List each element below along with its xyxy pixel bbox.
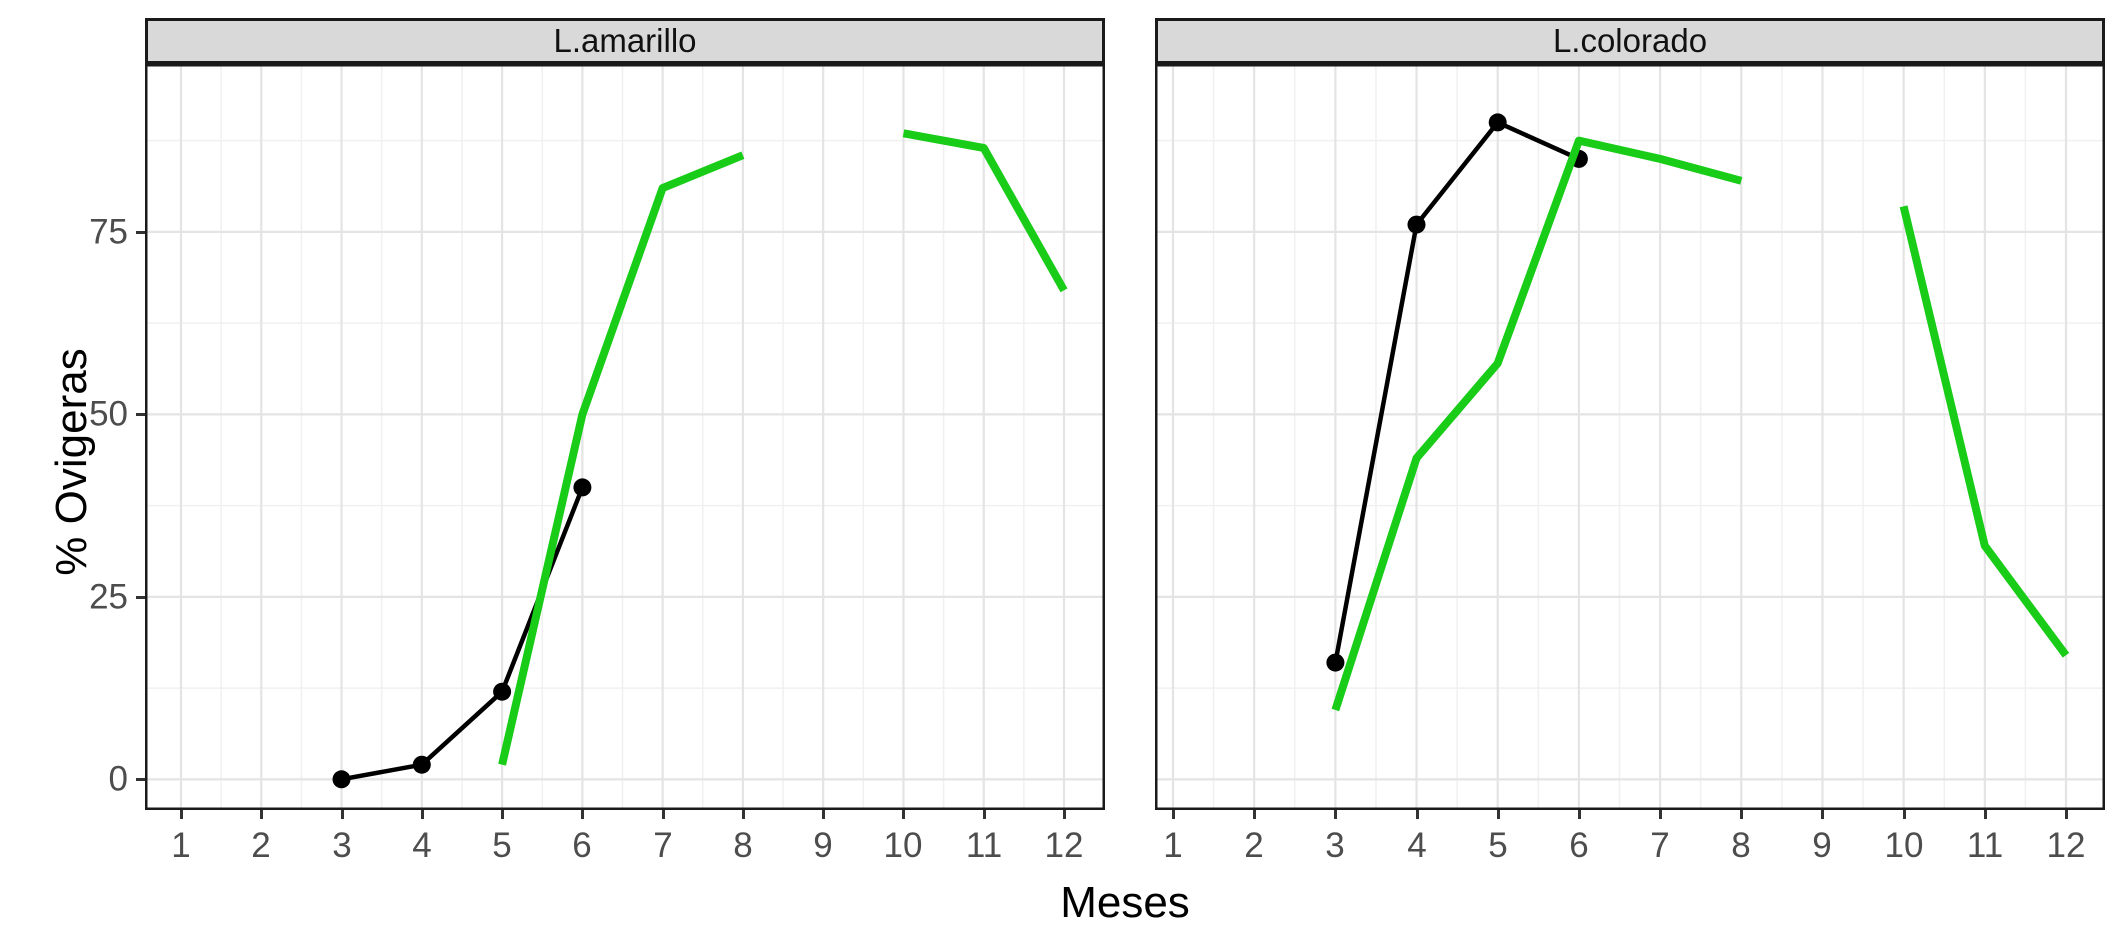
x-axis-tick-mark — [1416, 810, 1419, 819]
y-axis-tick-mark — [136, 596, 145, 599]
facet-strip-label: L.amarillo — [553, 22, 697, 59]
x-tick-label: 5 — [1488, 826, 1508, 865]
data-point — [1326, 653, 1345, 672]
x-axis-tick-mark — [1903, 810, 1906, 819]
plot-panel-l-amarillo — [145, 64, 1105, 810]
panel-background — [145, 64, 1105, 810]
x-tick-label: 12 — [2046, 826, 2086, 865]
x-axis-tick-mark — [902, 810, 905, 819]
x-axis-tick-mark — [1334, 810, 1337, 819]
x-axis-tick-mark — [260, 810, 263, 819]
x-tick-label: 3 — [332, 826, 352, 865]
data-point — [573, 478, 592, 497]
x-axis-tick-mark — [1984, 810, 1987, 819]
x-tick-label: 8 — [1731, 826, 1751, 865]
x-axis-tick-mark — [1740, 810, 1743, 819]
x-tick-label: 2 — [1244, 826, 1264, 865]
x-axis-tick-mark — [581, 810, 584, 819]
x-tick-label: 10 — [1884, 826, 1924, 865]
y-tick-label: 25 — [89, 577, 128, 617]
x-axis-tick-mark — [1578, 810, 1581, 819]
x-axis-tick-mark — [1821, 810, 1824, 819]
x-tick-label: 12 — [1044, 826, 1084, 865]
x-tick-label: 3 — [1325, 826, 1345, 865]
x-tick-label: 10 — [883, 826, 923, 865]
panel-border — [1155, 64, 2105, 810]
x-axis-tick-mark — [662, 810, 665, 819]
x-axis-tick-mark — [2065, 810, 2068, 819]
facet-strip-label: L.colorado — [1552, 22, 1708, 59]
x-axis-tick-mark — [822, 810, 825, 819]
x-tick-label: 6 — [572, 826, 592, 865]
y-tick-label: 50 — [89, 394, 128, 434]
x-tick-label: 4 — [1407, 826, 1427, 865]
x-tick-label: 9 — [813, 826, 833, 865]
x-tick-label: 1 — [171, 826, 191, 865]
y-axis-title: % Ovigeras — [47, 348, 96, 576]
green-line — [498, 151, 745, 766]
x-axis-tick-mark — [180, 810, 183, 819]
x-tick-label: 7 — [653, 826, 673, 865]
y-axis-tick-mark — [136, 231, 145, 234]
x-axis-title: Meses — [1060, 878, 1190, 927]
x-axis-tick-mark — [1172, 810, 1175, 819]
green-line — [1331, 136, 1743, 712]
black-points-line — [1333, 120, 1580, 664]
x-tick-label: 6 — [1569, 826, 1589, 865]
panel-border — [145, 64, 1105, 810]
y-axis-tick-mark — [136, 413, 145, 416]
green-line — [1899, 205, 2070, 658]
x-tick-label: 11 — [965, 826, 1003, 865]
data-point — [1407, 215, 1426, 234]
plot-panel-l-colorado — [1155, 64, 2105, 810]
x-tick-label: 7 — [1650, 826, 1670, 865]
green-line — [902, 129, 1068, 293]
x-tick-label: 5 — [492, 826, 512, 865]
x-tick-label: 8 — [733, 826, 753, 865]
x-axis-tick-mark — [1497, 810, 1500, 819]
x-tick-label: 9 — [1812, 826, 1832, 865]
x-axis-tick-mark — [1659, 810, 1662, 819]
x-tick-label: 1 — [1163, 826, 1183, 865]
y-tick-label: 75 — [89, 212, 128, 252]
x-axis-tick-mark — [341, 810, 344, 819]
x-axis-tick-mark — [983, 810, 986, 819]
panel-background — [1155, 64, 2105, 810]
data-point — [1488, 113, 1507, 132]
x-axis-tick-mark — [1063, 810, 1066, 819]
x-tick-label: 11 — [1966, 826, 2004, 865]
x-axis-tick-mark — [421, 810, 424, 819]
y-tick-label: 0 — [108, 759, 128, 799]
x-axis-tick-mark — [1253, 810, 1256, 819]
data-point — [332, 770, 351, 789]
data-point — [493, 682, 512, 701]
x-tick-label: 2 — [251, 826, 271, 865]
y-axis-tick-mark — [136, 778, 145, 781]
x-tick-label: 4 — [412, 826, 432, 865]
x-axis-tick-mark — [742, 810, 745, 819]
facet-strip-l-colorado: L.colorado — [1155, 18, 2105, 64]
facet-strip-l-amarillo: L.amarillo — [145, 18, 1105, 64]
x-axis-tick-mark — [501, 810, 504, 819]
data-point — [412, 755, 431, 774]
